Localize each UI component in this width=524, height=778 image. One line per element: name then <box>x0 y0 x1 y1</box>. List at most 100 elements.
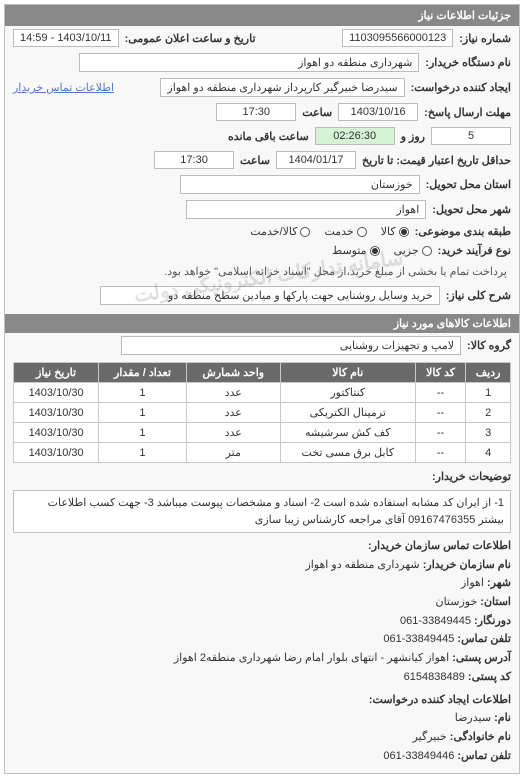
remaining-suffix: ساعت باقی مانده <box>228 130 309 143</box>
contact-row: استان: خوزستان <box>13 593 511 612</box>
contact-row: تلفن تماس: 33849446-061 <box>13 747 511 766</box>
contact-key: آدرس پستی: <box>449 652 511 664</box>
table-cell: ترمینال الکتریکی <box>280 403 415 423</box>
contact-key: تلفن تماس: <box>454 750 511 762</box>
price-validity-label: حداقل تاریخ اعتبار قیمت: تا تاریخ <box>362 154 511 167</box>
need-number-label: شماره نیاز: <box>459 32 511 45</box>
table-cell: عدد <box>186 383 280 403</box>
table-cell: عدد <box>186 423 280 443</box>
table-cell: 1 <box>99 443 187 463</box>
table-row: 4--کابل برق مسی تختمتر11403/10/30 <box>14 443 511 463</box>
radio-khedmat-label: خدمت <box>324 225 353 238</box>
contact-value: سیدرضا <box>455 712 491 724</box>
table-cell: -- <box>415 443 465 463</box>
contact-value: 33849445-061 <box>383 633 454 645</box>
contact-key: نام سازمان خریدار: <box>420 559 511 571</box>
announce-label: تاریخ و ساعت اعلان عمومی: <box>125 32 256 45</box>
contact-value: شهرداری منطقه دو اهواز <box>305 559 419 571</box>
table-cell: متر <box>186 443 280 463</box>
table-header: واحد شمارش <box>186 363 280 383</box>
creator-value: سیدرضا خبیرگیر کارپرداز شهرداری منطقه دو… <box>160 78 404 97</box>
contact-value: خوزستان <box>435 596 477 608</box>
table-cell: کف کش سرشیشه <box>280 423 415 443</box>
table-cell: 2 <box>466 403 511 423</box>
table-cell: 1 <box>99 383 187 403</box>
city-value: اهواز <box>186 200 426 219</box>
radio-motavaset-label: متوسط <box>332 244 367 257</box>
table-cell: -- <box>415 383 465 403</box>
subject-class-label: طبقه بندی موضوعی: <box>415 225 511 238</box>
subject-class-radios: کالا خدمت کالا/خدمت <box>250 225 408 238</box>
table-cell: 1403/10/30 <box>14 443 99 463</box>
contact-row: کد پستی: 6154838489 <box>13 668 511 687</box>
description-text: 1- از ایران کد مشابه استفاده شده است 2- … <box>13 490 511 533</box>
table-cell: کنتاکتور <box>280 383 415 403</box>
table-cell: 1 <box>99 403 187 423</box>
contact-row: نام: سیدرضا <box>13 709 511 728</box>
remaining-days: 5 <box>431 127 511 145</box>
description-label: توضیحات خریدار: <box>432 470 511 483</box>
contact-key: نام: <box>491 712 511 724</box>
contact-key: کد پستی: <box>465 671 511 683</box>
table-cell: -- <box>415 423 465 443</box>
need-title-value: خرید وسایل روشنایی جهت پارکها و میادین س… <box>100 286 440 305</box>
table-cell: کابل برق مسی تخت <box>280 443 415 463</box>
radio-khedmat[interactable] <box>357 227 367 237</box>
buyer-contacts-header: اطلاعات تماس سازمان خریدار: <box>13 537 511 556</box>
contact-value: 6154838489 <box>404 671 465 683</box>
deadline-time: 17:30 <box>216 103 296 121</box>
process-type-radios: جزیی متوسط <box>332 244 432 257</box>
contact-value: 33849446-061 <box>383 750 454 762</box>
process-type-label: نوع فرآیند خرید: <box>438 244 511 257</box>
contact-row: دورنگار: 33849445-061 <box>13 612 511 631</box>
contact-value: 33849445-061 <box>400 615 471 627</box>
table-cell: 1403/10/30 <box>14 423 99 443</box>
city-label: شهر محل تحویل: <box>432 203 511 216</box>
goods-group-label: گروه کالا: <box>467 339 511 352</box>
radio-motavaset[interactable] <box>370 246 380 256</box>
table-header: کد کالا <box>415 363 465 383</box>
table-cell: عدد <box>186 403 280 423</box>
creator-label: ایجاد کننده درخواست: <box>411 81 511 94</box>
contact-row: تلفن تماس: 33849445-061 <box>13 630 511 649</box>
table-cell: 4 <box>466 443 511 463</box>
table-row: 3--کف کش سرشیشهعدد11403/10/30 <box>14 423 511 443</box>
items-section-header: اطلاعات کالاهای مورد نیاز <box>5 314 519 333</box>
table-cell: 1403/10/30 <box>14 383 99 403</box>
table-header: تاریخ نیاز <box>14 363 99 383</box>
radio-kala-khedmat-label: کالا/خدمت <box>250 225 297 238</box>
table-cell: -- <box>415 403 465 423</box>
contact-row: شهر: اهواز <box>13 574 511 593</box>
contact-key: نام خانوادگی: <box>447 731 511 743</box>
contact-value: اهواز <box>461 577 484 589</box>
contact-key: دورنگار: <box>471 615 511 627</box>
contact-key: شهر: <box>484 577 511 589</box>
deadline-date: 1403/10/16 <box>338 103 418 121</box>
table-row: 2--ترمینال الکتریکیعدد11403/10/30 <box>14 403 511 423</box>
buyer-org-label: نام دستگاه خریدار: <box>425 56 511 69</box>
goods-group-value: لامپ و تجهیزات روشنایی <box>121 336 461 355</box>
province-label: استان محل تحویل: <box>426 178 511 191</box>
radio-kala[interactable] <box>399 227 409 237</box>
radio-jozi[interactable] <box>422 246 432 256</box>
remaining-time: 02:26:30 <box>315 127 395 145</box>
items-table: ردیفکد کالانام کالاواحد شمارشتعداد / مقد… <box>13 362 511 463</box>
contact-row: نام خانوادگی: خبیرگیر <box>13 728 511 747</box>
need-title-label: شرح کلی نیاز: <box>446 289 511 302</box>
buyer-contact-link[interactable]: اطلاعات تماس خریدار <box>13 81 114 94</box>
price-validity-time-label: ساعت <box>240 154 270 167</box>
radio-kala-khedmat[interactable] <box>300 227 310 237</box>
table-header: نام کالا <box>280 363 415 383</box>
contact-block: اطلاعات تماس سازمان خریدار: نام سازمان خ… <box>13 537 511 765</box>
price-validity-date: 1404/01/17 <box>276 151 356 169</box>
panel-title: جزئیات اطلاعات نیاز <box>5 5 519 26</box>
contact-key: استان: <box>477 596 511 608</box>
process-note: پرداخت تمام یا بخشی از مبلغ خرید،از محل … <box>160 263 511 280</box>
price-validity-time: 17:30 <box>154 151 234 169</box>
contact-row: آدرس پستی: اهواز کیانشهر - انتهای بلوار … <box>13 649 511 668</box>
radio-kala-label: کالا <box>381 225 396 238</box>
table-row: 1--کنتاکتورعدد11403/10/30 <box>14 383 511 403</box>
table-cell: 1403/10/30 <box>14 403 99 423</box>
contact-row: نام سازمان خریدار: شهرداری منطقه دو اهوا… <box>13 556 511 575</box>
need-number-value: 1103095566000123 <box>342 29 453 47</box>
